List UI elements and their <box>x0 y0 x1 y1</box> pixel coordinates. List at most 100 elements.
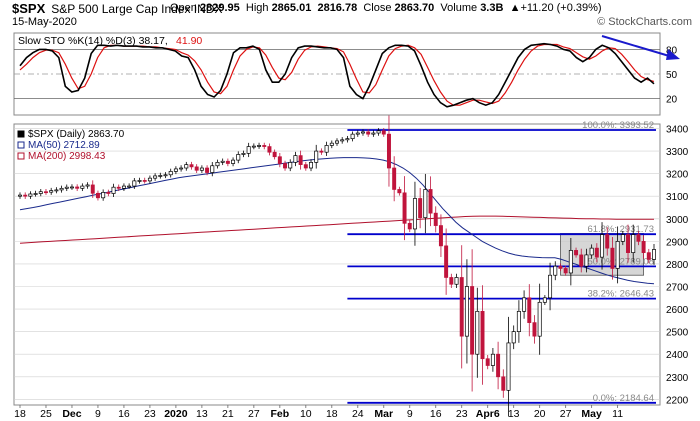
chart-header: $SPX S&P 500 Large Cap Index INDX Open 28… <box>12 0 692 30</box>
candle-body <box>433 212 438 226</box>
candle-body <box>106 192 111 194</box>
candle-body <box>361 131 365 134</box>
stochastic-panel: 20 50 80 Slow STO %K(14) %D(3) 38.17, 41.90 <box>13 32 680 116</box>
x-tick-label: 9 <box>95 408 101 420</box>
x-tick-label: 21 <box>222 408 234 420</box>
ma200-line <box>19 215 654 244</box>
candle-body <box>355 132 360 135</box>
candle-body <box>18 194 22 197</box>
stochastic-tick-label: 80 <box>666 45 678 56</box>
candle-body <box>329 142 334 146</box>
candle-body <box>610 247 615 269</box>
candle-body <box>173 168 178 172</box>
candle-body <box>298 155 303 165</box>
candle-body <box>444 245 449 278</box>
fib-label: 0.0%: 2184.64 <box>593 393 654 404</box>
x-axis: 18 25 Dec 9 16 23 2020 13 21 27 Feb 10 18 24 Mar 9 16 23 A… <box>14 405 623 420</box>
candle-body <box>267 146 272 153</box>
price-panel: 2200 2300 2400 2500 2600 2700 2800 2900 3000 3100… <box>13 115 689 417</box>
candle-body <box>506 342 511 391</box>
candle-body <box>558 265 563 269</box>
brand-credit: © StockCharts.com <box>597 16 692 28</box>
low-value: 2816.78 <box>317 2 358 14</box>
candle-body <box>423 189 428 219</box>
candle-body <box>542 297 547 303</box>
x-tick-label: 13 <box>508 408 520 420</box>
candle-body <box>137 180 142 182</box>
x-tick-label: 2020 <box>164 408 188 420</box>
price-tick-label: 3200 <box>666 170 689 181</box>
candle-body <box>293 155 298 163</box>
candle-body <box>652 249 656 260</box>
legend-swatch <box>17 152 25 160</box>
price-tick-label: 2300 <box>666 373 689 384</box>
candle-body <box>33 193 38 195</box>
x-tick-label: 27 <box>560 408 572 420</box>
candle-body <box>44 191 48 194</box>
x-tick-label: 16 <box>430 408 442 420</box>
x-tick-label: 16 <box>118 408 130 420</box>
candle-body <box>537 301 542 337</box>
candle-body <box>407 222 412 230</box>
candle-body <box>116 186 121 189</box>
candle-body <box>490 353 495 366</box>
candle-body <box>574 250 579 256</box>
candle-body <box>121 185 126 189</box>
candle-body <box>288 162 293 169</box>
candle-body <box>459 277 464 337</box>
stochastic-d-value: 41.90 <box>176 35 202 47</box>
candle-body <box>646 252 651 260</box>
candle-body <box>179 167 184 170</box>
candle-body <box>496 353 501 378</box>
candle-body <box>132 180 137 187</box>
candle-body <box>210 165 215 173</box>
x-tick-label: 11 <box>612 408 623 420</box>
ohlc-readout: Open 2829.95 High 2865.01 2816.78 Close … <box>170 2 602 14</box>
candle-body <box>553 265 558 276</box>
candle-body <box>251 145 256 148</box>
candle-body <box>257 145 262 147</box>
change-value: ▲+11.20 (+0.39%) <box>509 2 602 14</box>
candle-body <box>480 310 485 360</box>
candle-body <box>345 138 350 141</box>
candle-body <box>386 133 391 169</box>
x-tick-label: 13 <box>196 408 208 420</box>
candle-body <box>371 132 376 135</box>
index-name: S&P 500 Large Cap Index INDX <box>51 2 223 16</box>
candle-body <box>631 234 636 254</box>
legend-entry: $SPX (Daily) 2863.70 <box>28 129 125 140</box>
stochastic-tick-label: 20 <box>666 95 678 106</box>
candle-body <box>548 274 553 299</box>
x-tick-label: 20 <box>534 408 546 420</box>
candle-body <box>438 225 443 247</box>
candle-body <box>158 175 163 177</box>
candle-body <box>64 186 69 189</box>
x-tick-label: 27 <box>248 408 260 420</box>
candle-body <box>620 234 625 242</box>
candle-body <box>366 131 371 135</box>
candle-body <box>220 160 225 163</box>
candle-body <box>527 297 532 323</box>
candle-body <box>28 193 33 197</box>
legend-entry: MA(50) 2712.89 <box>28 140 100 151</box>
candle-body <box>153 175 158 179</box>
candle-body <box>516 310 521 332</box>
candle-body <box>38 191 43 194</box>
candle-body <box>147 177 152 182</box>
high-value: 2865.01 <box>271 2 312 14</box>
candle-body <box>101 192 106 199</box>
candle-body <box>163 174 168 177</box>
candle-body <box>225 160 230 164</box>
candle-body <box>402 192 407 224</box>
candle-body <box>142 180 147 182</box>
candle-body <box>470 286 475 355</box>
candle-body <box>246 146 251 154</box>
x-tick-label: May <box>581 408 602 420</box>
candle-body <box>314 150 319 163</box>
header-title: $SPX S&P 500 Large Cap Index INDX <box>12 1 222 16</box>
x-tick-label: 9 <box>407 408 413 420</box>
candle-body <box>350 133 355 140</box>
candle-body <box>205 167 210 173</box>
candle-body <box>522 297 527 312</box>
